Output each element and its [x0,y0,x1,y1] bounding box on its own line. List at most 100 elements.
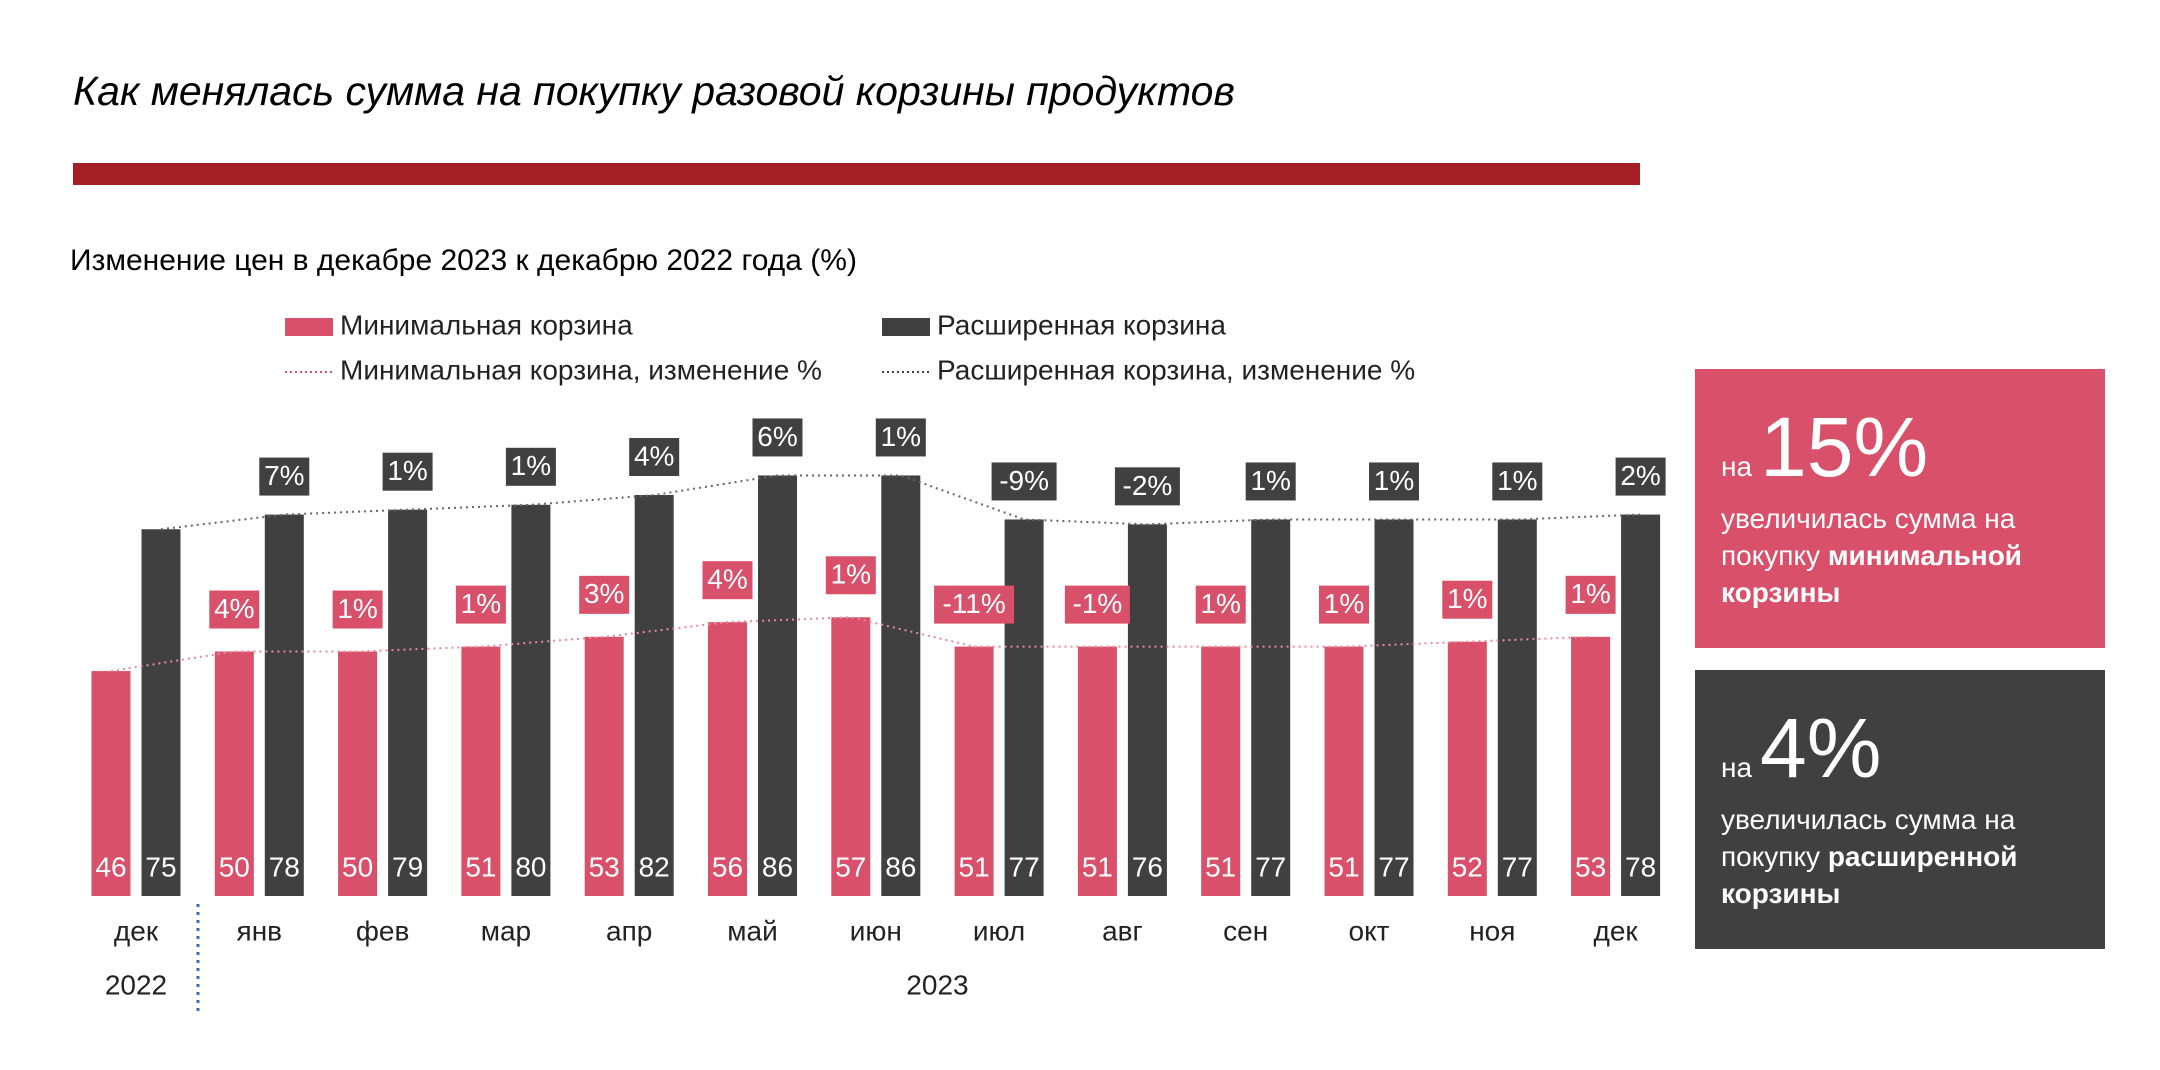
bar-value-label: 57 [835,851,866,882]
change-label: -9% [999,465,1049,496]
change-label: 1% [1374,465,1414,496]
bar [1324,646,1364,896]
change-label: 1% [831,559,871,590]
change-label: 1% [1324,588,1364,619]
panel-value: 4% [1760,701,1882,795]
bar-value-label: 50 [342,851,373,882]
change-label: 4% [634,440,674,471]
change-label: 1% [1570,578,1610,609]
change-label-box [579,575,630,614]
change-label: 2% [1620,460,1660,491]
bar [1077,646,1117,896]
bar [1201,646,1241,896]
bar [634,495,674,896]
panel-text: увеличилась сумма на покупку минимальной… [1721,500,2081,611]
x-tick-label: июл [973,915,1025,946]
legend-swatch [882,318,930,336]
change-label: 1% [881,421,921,452]
bar [388,509,428,896]
change-label-box [1245,462,1296,501]
legend-label: Расширенная корзина [937,309,1226,340]
year-label: 2023 [906,969,968,1000]
change-label-box [752,418,803,457]
x-tick-label: фев [356,915,409,946]
change-label-box [1492,462,1543,501]
legend-label: Расширенная корзина, изменение % [937,354,1415,385]
bar-value-label: 52 [1452,851,1483,882]
panel-text-regular: увеличилась сумма на покупку [1721,804,2016,872]
change-label-box [1615,457,1666,496]
bar [511,504,551,896]
x-tick-label: апр [606,915,652,946]
page-title: Как менялась сумма на покупку разовой ко… [73,68,1235,114]
change-label: 4% [214,593,254,624]
change-label: -11% [942,588,1005,619]
bar [881,475,921,896]
change-label-box [1319,585,1369,624]
x-tick-label: сен [1223,915,1268,946]
bar-value-label: 77 [1009,851,1040,882]
panel-text-regular: увеличилась сумма на покупку [1721,503,2016,571]
change-label: 1% [461,588,501,619]
x-tick-label: июн [850,915,902,946]
change-label: 3% [584,578,624,609]
bar [338,651,378,896]
bar [1447,641,1487,896]
change-label: 1% [1497,465,1537,496]
summary-panel: на15% увеличилась сумма на покупку минима… [1695,369,2105,648]
x-tick-label: янв [237,915,283,946]
bar-value-label: 53 [589,851,620,882]
x-tick-label: авг [1102,915,1143,946]
x-tick-label: мар [481,915,531,946]
legend-swatch [285,318,333,336]
bar [708,622,747,896]
x-tick-label: май [727,915,777,946]
x-tick-label: дек [114,915,159,946]
bar [954,646,994,896]
year-label: 2022 [105,969,167,1000]
bar [264,514,304,896]
bar-value-label: 51 [465,851,496,882]
change-label-box [1369,462,1419,501]
bar [584,636,624,896]
bar [1571,636,1611,896]
bar-value-label: 78 [1625,851,1656,882]
change-line [160,474,1641,531]
panel-text-bold: расширенной корзины [1721,841,2018,909]
change-label: 1% [1250,465,1290,496]
panel-prefix: на [1721,752,1753,783]
legend-label: Минимальная корзина [340,309,633,340]
title-rule [73,163,1640,185]
bar [1497,519,1537,896]
change-label-box [455,585,506,624]
change-label: 1% [387,455,427,486]
change-label: 1% [1200,588,1240,619]
bar-value-label: 78 [269,851,300,882]
change-label-box [505,447,556,486]
panel-head: на4% [1721,700,2081,797]
bar [214,651,254,896]
change-label: 6% [757,421,797,452]
change-label-box [1565,575,1616,614]
change-label-box [259,457,310,496]
bar [758,475,797,896]
bar [1621,514,1661,896]
change-label: 4% [707,564,747,595]
bar [91,671,131,896]
change-label-box [1195,585,1246,624]
bar-value-label: 75 [145,851,176,882]
x-tick-label: дек [1594,915,1639,946]
change-label: 1% [337,593,377,624]
bar-value-label: 46 [95,851,126,882]
change-label-box [1064,585,1130,624]
change-label-box [1442,580,1493,619]
bar-value-label: 50 [219,851,250,882]
change-label-box [875,418,926,457]
bar [1251,519,1291,896]
bar [461,646,501,896]
change-label-box [629,438,680,477]
change-label-box [1114,467,1180,506]
panel-text: увеличилась сумма на покупку расширенной… [1721,801,2081,912]
change-label-box [382,452,433,491]
change-label-box [209,590,260,629]
